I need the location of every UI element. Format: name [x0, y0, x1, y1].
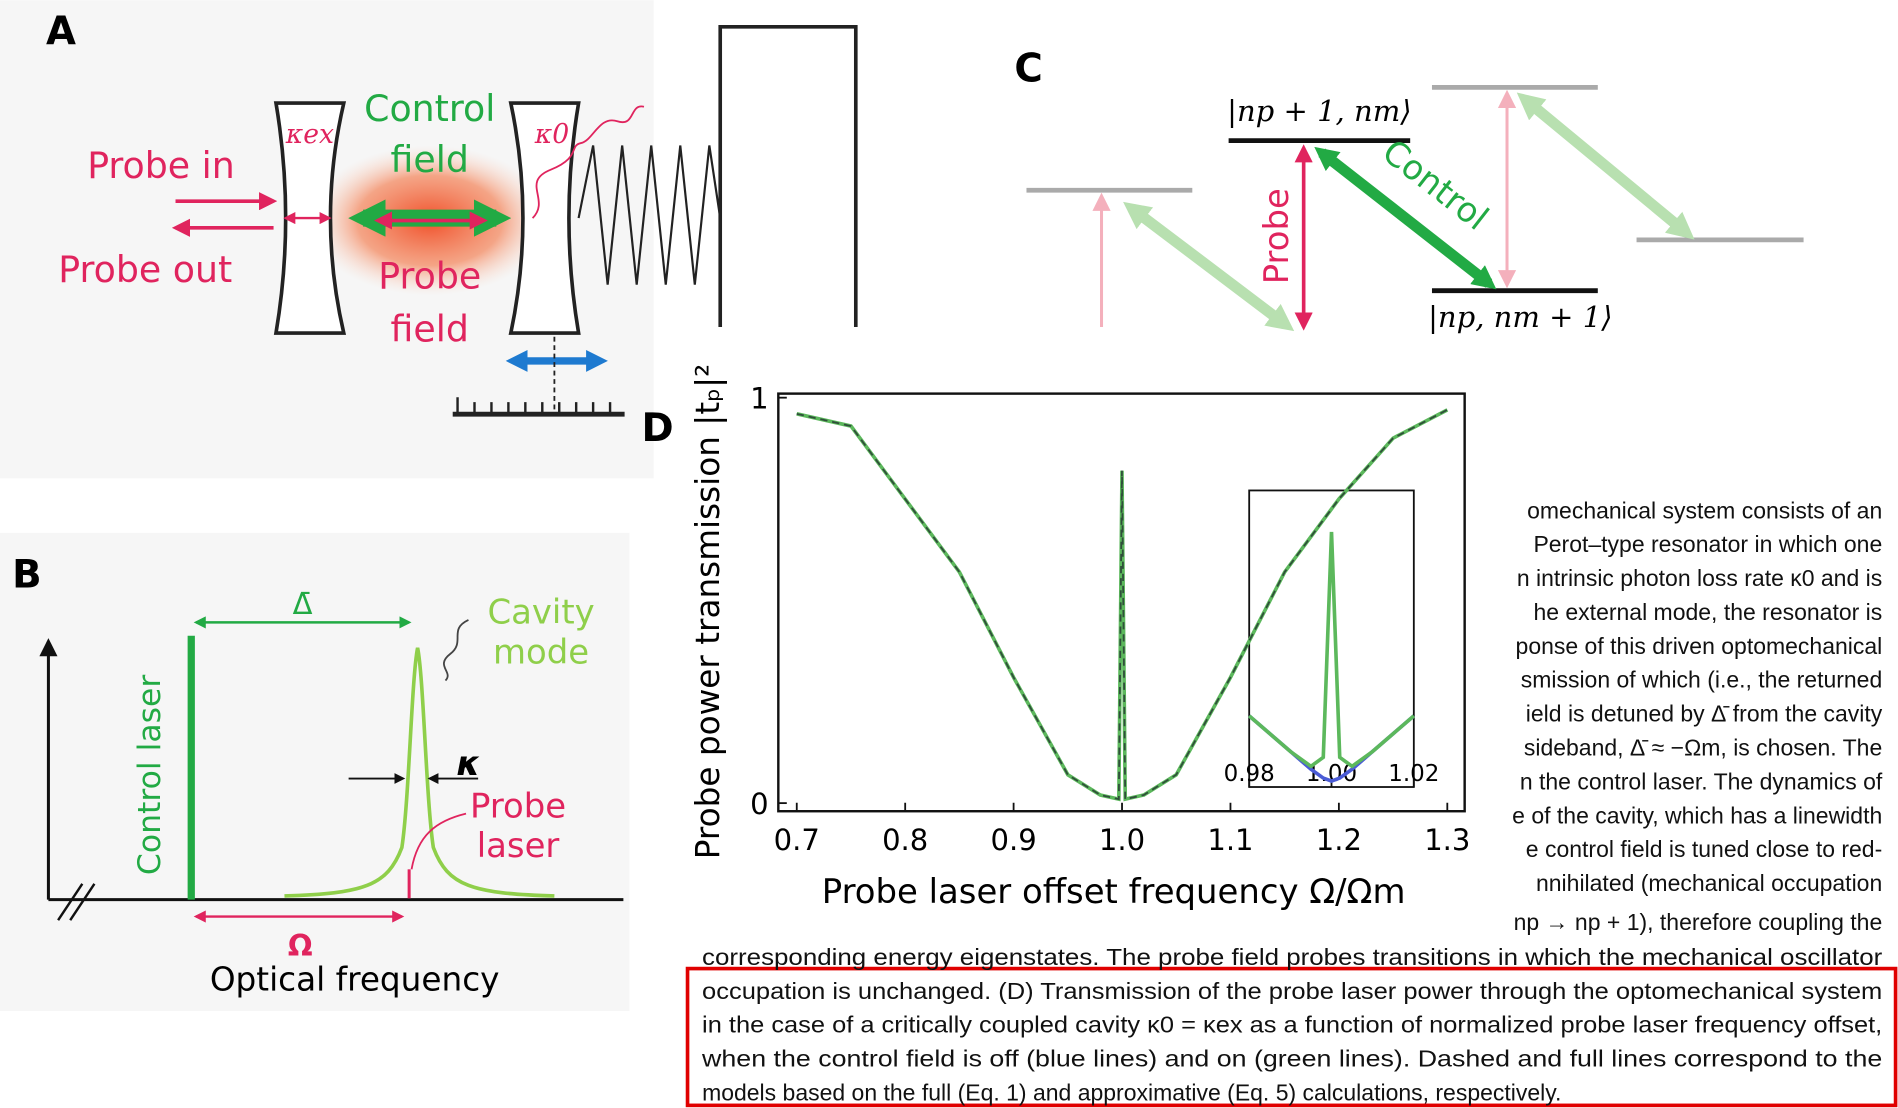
text-line: n intrinsic photon loss rate κ0 and is [1517, 565, 1882, 591]
x-tick-label: 0.98 [1224, 761, 1275, 787]
x-tick-label: 1.02 [1388, 761, 1439, 787]
omega: Ω [288, 928, 313, 962]
faded-control [1516, 92, 1695, 240]
y-axis-title: Probe power transmission |tₚ|² [689, 364, 727, 859]
kappa-ex: κex [285, 119, 334, 150]
x-label: Optical frequency [210, 960, 500, 998]
panel-label: A [46, 9, 76, 54]
text-line: sideband, Δ̄ ≈ −Ωm, is chosen. The [1524, 735, 1882, 761]
x-tick-label: 1.2 [1316, 823, 1362, 857]
x-tick-label: 1.0 [1099, 823, 1145, 857]
panel-a: A Control field Probe field κex κ0 Probe… [46, 9, 858, 417]
mirror [508, 101, 581, 335]
text-line: Perot–type resonator in which one [1533, 531, 1882, 557]
x-tick-label: 0.9 [991, 823, 1037, 857]
faded-control [1123, 201, 1295, 332]
level [1228, 138, 1598, 294]
control-laser: Control laser [132, 675, 168, 876]
axis-break [57, 883, 96, 921]
text-line: nnihilated (mechanical occupation [1536, 870, 1882, 896]
probe-text: field [391, 308, 469, 351]
state-label: |np, nm + 1⟩ [1428, 300, 1612, 334]
text-line: corresponding energy eigenstates. The pr… [702, 944, 1883, 970]
text-line: ponse of this driven optomechanical [1516, 633, 1883, 659]
control-text: Control [1375, 132, 1496, 238]
probe-in: Probe in [87, 144, 235, 187]
panel-bg [0, 532, 630, 1011]
wall [718, 25, 858, 328]
text-line: omechanical system consists of an [1527, 497, 1882, 523]
panel-b: B Control laser Δ̄ Cavity mode κ Probe l… [12, 552, 624, 998]
state-label: |np + 1, nm⟩ [1227, 94, 1411, 128]
text-line: n the control laser. The dynamics of [1520, 768, 1883, 794]
control-text: Control [364, 87, 495, 130]
body-text: omechanical system consists of an Perot–t… [685, 497, 1898, 1108]
control-arrow [1314, 146, 1497, 290]
panel-label: D [642, 406, 674, 451]
cavity-mode [284, 647, 555, 898]
text-line: smission of which (i.e., the returned [1521, 667, 1883, 693]
text-line: he external mode, the resonator is [1533, 599, 1882, 625]
caption-line: when the control field is off (blue line… [701, 1046, 1882, 1072]
photon-loss [531, 105, 645, 219]
cavity-mode-text: mode [493, 633, 589, 672]
highlight-box [685, 966, 1898, 1108]
text-line: ield is detuned by Δ̄ from the cavity [1526, 701, 1883, 727]
pointer [410, 812, 467, 870]
series-line [1248, 531, 1416, 769]
control-text: field [391, 138, 469, 181]
faded-level [1026, 84, 1804, 243]
spring [577, 145, 722, 285]
x-axis-title: Probe laser offset frequency Ω/Ωm [822, 872, 1406, 911]
panel-c: C Probe Control |np + 1, nm⟩ |np, nm + 1… [1014, 46, 1804, 334]
probe-laser-text: laser [477, 826, 560, 865]
panel-label: B [12, 552, 42, 597]
caption-line: occupation is unchanged. (D) Transmissio… [702, 978, 1882, 1004]
probe-text: Probe [1257, 188, 1296, 284]
y-tick-label: 0 [750, 787, 768, 821]
x-tick-label: 1.3 [1424, 823, 1470, 857]
panel-label: C [1014, 46, 1042, 91]
x-tick-label: 0.7 [774, 823, 820, 857]
y-tick-label: 1 [750, 382, 768, 416]
text-line: e control field is tuned close to red- [1526, 836, 1882, 862]
detuning: Δ̄ [293, 587, 313, 621]
kappa-0: κ0 [534, 119, 569, 150]
caption-line: in the case of a critically coupled cavi… [702, 1012, 1882, 1038]
caption-line: models based on the full (Eq. 1) and app… [702, 1080, 1561, 1106]
text-line: e of the cavity, which has a linewidth [1512, 802, 1882, 828]
text-line: np → np + 1), therefore coupling the [1514, 909, 1883, 935]
squiggle [443, 619, 469, 682]
series-line-dashed [796, 409, 1448, 801]
x-tick-label: 1.1 [1207, 823, 1253, 857]
panel-d: D Probe power transmission |tₚ|² Probe l… [642, 364, 1471, 911]
probe-text: Probe [378, 254, 481, 297]
probe-out: Probe out [58, 248, 232, 291]
x-tick-label: 0.8 [882, 823, 928, 857]
ruler-ticks [456, 397, 612, 415]
kappa: κ [456, 744, 480, 783]
cavity-mode-text: Cavity [487, 593, 594, 632]
probe-laser-text: Probe [470, 786, 566, 825]
